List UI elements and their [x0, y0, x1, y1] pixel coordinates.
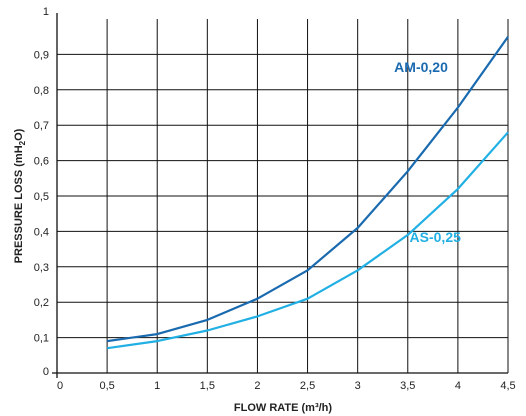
y-tick-label-5: 0,5 [34, 191, 49, 203]
x-tick-label-3: 1,5 [200, 380, 215, 392]
grid-lines [57, 19, 509, 373]
y-axis-title: PRESSURE LOSS (mH2O) [13, 128, 27, 263]
x-tick-label-8: 4 [455, 380, 461, 392]
series-lines [106, 36, 509, 350]
x-axis-title: FLOW RATE (m³/h) [234, 402, 332, 414]
series-line-0 [106, 36, 509, 343]
y-axis-title-main: PRESSURE LOSS (mH [13, 145, 25, 263]
y-tick-label-7: 0,7 [34, 120, 49, 132]
y-tick-label-4: 0,4 [34, 226, 49, 238]
axes [52, 13, 508, 378]
y-axis-title-subscript: 2 [18, 140, 27, 145]
x-tick-label-6: 3 [355, 380, 361, 392]
y-tick-labels: 0 0,1 0,2 0,3 0,4 0,5 0,6 0,7 0,8 0,9 1 [34, 6, 49, 378]
x-tick-labels: 0 0,5 1 1,5 2 2,5 3 3,5 4 4,5 [57, 380, 516, 392]
series-label-1: AS-0,25 [410, 229, 462, 245]
series-label-0: AM-0,20 [394, 59, 448, 75]
y-axis-title-end: O) [13, 128, 25, 141]
y-tick-label-0: 0 [43, 366, 49, 378]
x-tick-label-2: 1 [154, 380, 160, 392]
x-tick-label-5: 2,5 [300, 380, 315, 392]
series-labels: AM-0,20 AS-0,25 [394, 59, 461, 245]
x-tick-label-1: 0,5 [99, 380, 114, 392]
x-tick-label-4: 2 [254, 380, 260, 392]
x-tick-label-7: 3,5 [400, 380, 415, 392]
y-tick-label-9: 0,9 [34, 49, 49, 61]
y-tick-label-8: 0,8 [34, 85, 49, 97]
x-tick-label-9: 4,5 [500, 380, 515, 392]
y-tick-label-3: 0,3 [34, 262, 49, 274]
y-tick-label-1: 0,1 [34, 333, 49, 345]
y-tick-label-2: 0,2 [34, 297, 49, 309]
y-tick-label-6: 0,6 [34, 156, 49, 168]
series-line-1 [106, 131, 509, 350]
x-tick-label-0: 0 [57, 380, 63, 392]
y-tick-label-10: 1 [43, 6, 49, 18]
